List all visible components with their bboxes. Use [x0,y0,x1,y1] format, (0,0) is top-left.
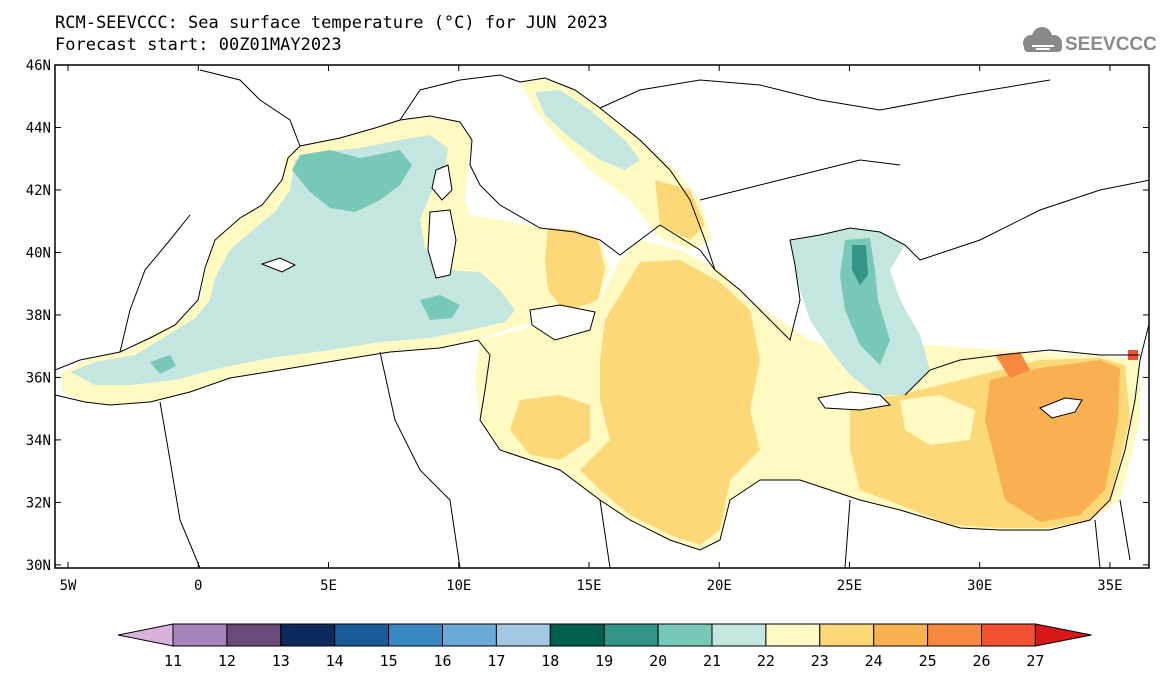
map-title: RCM-SEEVCCC: Sea surface temperature (°C… [55,13,608,33]
colorbar-label: 11 [164,652,182,670]
colorbar-label: 15 [380,652,398,670]
colorbar-swatch [334,623,390,647]
colorbar-label: 13 [272,652,290,670]
colorbar-swatch [280,623,336,647]
colorbar-label: 14 [326,652,344,670]
sea-region-aegean-dark-teal [852,245,868,285]
colorbar-max-triangle [1034,623,1092,647]
sea-region-cyprus-cool [900,395,975,445]
colorbar-label: 19 [595,652,613,670]
colorbar-swatch [442,623,497,647]
sea-region-levantine-hot [985,360,1120,522]
colorbar-label: 17 [487,652,505,670]
colorbar-label: 20 [649,652,667,670]
latitude-axis: 46N 44N 42N 40N 38N 36N 34N 32N 30N [26,58,1149,574]
lon-tick-label: 10E [446,578,471,594]
lon-tick-label: 15E [576,578,601,594]
colorbar-swatch [172,623,228,647]
lat-tick-label: 40N [26,245,51,261]
colorbar-swatch [657,623,713,647]
colorbar-swatch [388,623,444,647]
colorbar-label: 21 [703,652,721,670]
lat-tick-label: 44N [26,120,51,136]
colorbar-swatches [117,623,1092,647]
lon-tick-label: 25E [837,578,862,594]
lon-tick-label: 0 [194,578,202,594]
colorbar-label: 22 [757,652,775,670]
colorbar-label: 24 [865,652,883,670]
lat-tick-label: 30N [26,558,51,574]
lon-tick-label: 5W [60,578,77,594]
colorbar-swatch [495,623,551,647]
island-mallorca [260,257,297,273]
island-cyprus [1039,397,1083,419]
lat-tick-label: 32N [26,495,51,511]
colorbar-swatch [981,623,1036,647]
island-sardinia [427,209,457,279]
sea-region-teal-alboran [150,355,176,374]
coastlines [55,69,1149,568]
lon-tick-label: 20E [707,578,732,594]
seevccc-logo: SEEVCCC [1023,27,1157,55]
sea-region-cool-west [70,135,515,385]
lon-tick-label: 30E [967,578,992,594]
colorbar-label: 12 [218,652,236,670]
colorbar-min-triangle [117,623,174,647]
colorbar-label: 16 [433,652,451,670]
lat-tick-label: 38N [26,308,51,324]
lat-tick-label: 42N [26,183,51,199]
sea-region-adriatic-warm [655,180,705,240]
colorbar-swatch [765,623,821,647]
logo-text: SEEVCCC [1065,34,1157,55]
colorbar-swatch [873,623,929,647]
sea-region-tyrrhenian-warm [545,228,605,312]
colorbar-swatch [226,623,282,647]
map-frame [54,64,1150,569]
colorbar-labels: 11 12 13 14 15 16 17 18 19 20 21 22 23 24 25 26 27 [164,652,1044,670]
colorbar-label: 27 [1026,652,1044,670]
colorbar-swatch [927,623,982,647]
lat-tick-label: 36N [26,370,51,386]
sea-region-adriatic-cool [535,90,640,170]
colorbar-label: 26 [972,652,990,670]
sea-region-teal-sicily-strait [420,295,460,320]
forecast-start-label: Forecast start: 00Z01MAY2023 [55,35,342,55]
sea-region-levantine-hottest [995,352,1030,378]
colorbar-swatch [819,623,875,647]
colorbar-swatch [603,623,659,647]
sea-region-gulf-sirte-warm [510,395,590,460]
colorbar-label: 25 [919,652,937,670]
island-crete [817,391,892,411]
sea-region-central-warm [580,260,760,545]
island-corsica [431,164,453,201]
lat-tick-label: 34N [26,433,51,449]
sea-region-teal-lion [292,150,412,212]
colorbar-swatch [711,623,767,647]
lat-tick-label: 46N [26,58,51,74]
colorbar-label: 23 [811,652,829,670]
island-sicily [529,304,596,341]
cloud-icon [1023,27,1062,52]
lon-tick-label: 5E [320,578,337,594]
colorbar-label: 18 [541,652,559,670]
longitude-axis: 5W 0 5E 10E 15E 20E 25E 30E 35E [60,65,1123,594]
colorbar-swatch [549,623,605,647]
lon-tick-label: 35E [1097,578,1122,594]
